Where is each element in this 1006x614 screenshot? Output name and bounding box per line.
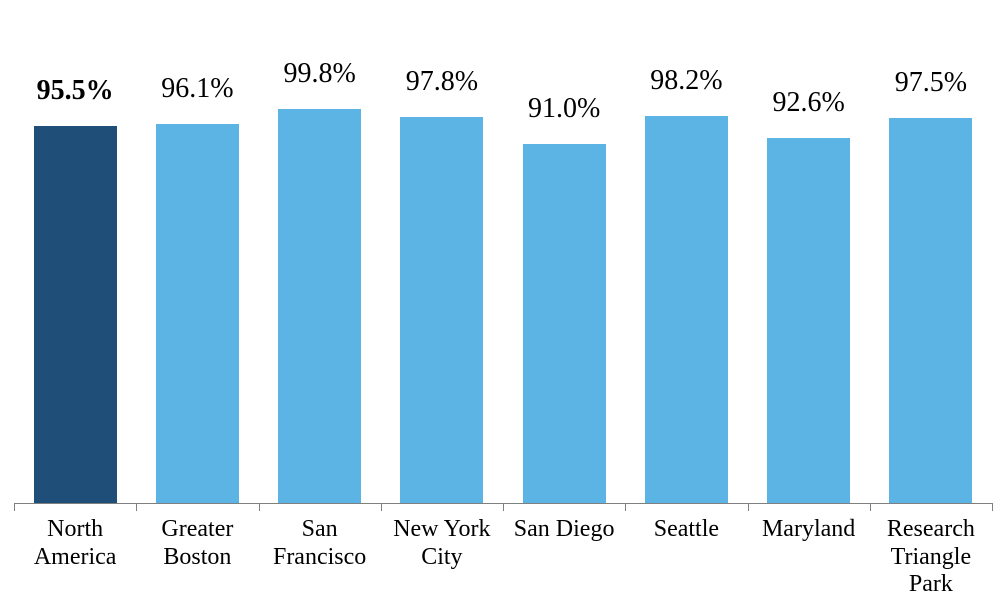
axis-tick <box>992 503 993 511</box>
value-label: 97.8% <box>381 66 503 98</box>
category-label: North America <box>14 516 136 571</box>
category-label: Research Triangle Park <box>870 516 992 599</box>
value-label: 96.1% <box>136 73 258 105</box>
category-label: San Diego <box>503 516 625 544</box>
value-label: 99.8% <box>259 58 381 90</box>
bar <box>645 116 728 503</box>
bar <box>400 117 483 503</box>
bar <box>278 109 361 503</box>
plot-area <box>14 70 992 504</box>
axis-tick <box>748 503 749 511</box>
axis-tick <box>14 503 15 511</box>
occupancy-bar-chart: 95.5%96.1%99.8%97.8%91.0%98.2%92.6%97.5%… <box>0 0 1006 614</box>
category-label: Seattle <box>625 516 747 544</box>
value-label: 97.5% <box>870 67 992 99</box>
bar <box>523 144 606 503</box>
axis-tick <box>870 503 871 511</box>
axis-tick <box>259 503 260 511</box>
axis-tick <box>136 503 137 511</box>
bar <box>34 126 117 503</box>
bar <box>156 124 239 503</box>
value-label: 92.6% <box>748 87 870 119</box>
bar <box>889 118 972 503</box>
value-label: 91.0% <box>503 93 625 125</box>
category-label: Greater Boston <box>136 516 258 571</box>
axis-tick <box>503 503 504 511</box>
value-label: 95.5% <box>14 75 136 107</box>
axis-tick <box>381 503 382 511</box>
category-label: Maryland <box>748 516 870 544</box>
category-label: New York City <box>381 516 503 571</box>
value-label: 98.2% <box>625 65 747 97</box>
bar <box>767 138 850 503</box>
category-label: San Francisco <box>259 516 381 571</box>
axis-tick <box>625 503 626 511</box>
